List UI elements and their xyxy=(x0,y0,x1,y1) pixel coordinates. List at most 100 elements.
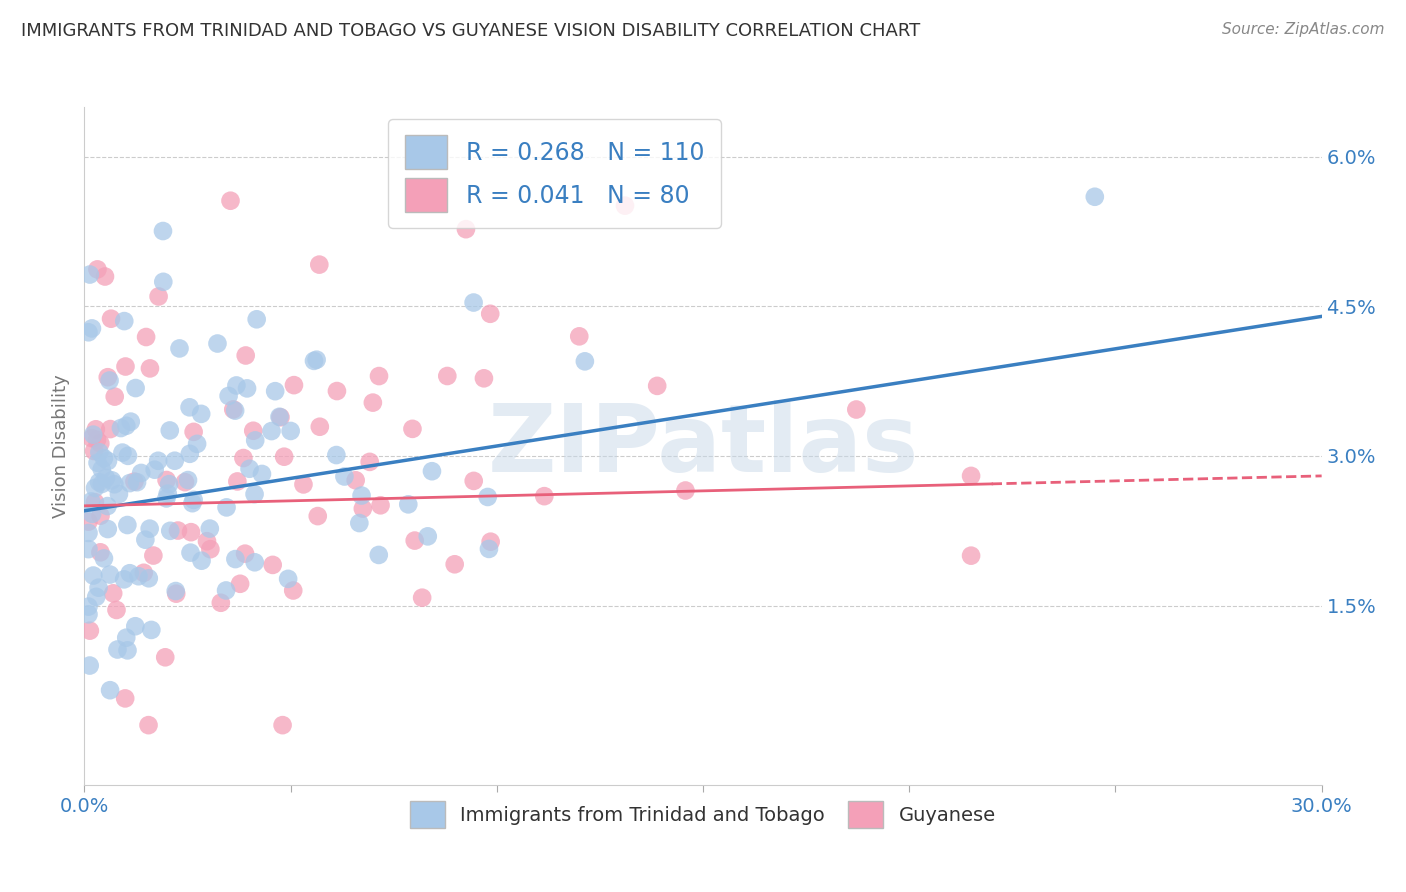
Point xyxy=(117,643,139,657)
Point xyxy=(165,587,187,601)
Point xyxy=(207,336,229,351)
Point xyxy=(142,549,165,563)
Point xyxy=(361,395,384,409)
Point xyxy=(209,596,232,610)
Point xyxy=(283,583,305,598)
Point xyxy=(77,515,100,529)
Point xyxy=(77,542,100,557)
Point xyxy=(308,419,330,434)
Point xyxy=(478,541,501,556)
Point xyxy=(82,568,104,582)
Point xyxy=(86,433,108,447)
Point xyxy=(138,571,160,585)
Point xyxy=(262,558,284,572)
Point xyxy=(80,494,103,508)
Point xyxy=(260,424,283,438)
Point xyxy=(479,534,502,549)
Point xyxy=(186,437,208,451)
Point xyxy=(77,326,100,340)
Point xyxy=(280,424,302,438)
Point xyxy=(138,522,160,536)
Point xyxy=(179,447,201,461)
Point xyxy=(233,547,256,561)
Point xyxy=(117,518,139,533)
Point xyxy=(94,269,117,284)
Point xyxy=(134,533,156,547)
Point xyxy=(86,456,108,470)
Point xyxy=(138,718,160,732)
Point xyxy=(100,311,122,326)
Point xyxy=(218,389,240,403)
Point xyxy=(198,522,221,536)
Point xyxy=(271,718,294,732)
Point xyxy=(110,421,132,435)
Point xyxy=(98,683,121,698)
Point xyxy=(370,498,392,512)
Point xyxy=(219,194,242,208)
Point xyxy=(125,475,148,490)
Point xyxy=(183,425,205,439)
Point xyxy=(614,199,637,213)
Point xyxy=(269,409,291,424)
Point xyxy=(245,434,267,448)
Point xyxy=(302,354,325,368)
Point xyxy=(94,471,117,485)
Point xyxy=(224,403,246,417)
Text: IMMIGRANTS FROM TRINIDAD AND TOBAGO VS GUYANESE VISION DISABILITY CORRELATION CH: IMMIGRANTS FROM TRINIDAD AND TOBAGO VS G… xyxy=(21,22,921,40)
Point xyxy=(273,450,295,464)
Point xyxy=(89,508,111,523)
Point xyxy=(84,481,107,495)
Point xyxy=(112,573,135,587)
Point xyxy=(83,444,105,458)
Point xyxy=(84,590,107,604)
Point xyxy=(108,487,131,501)
Point xyxy=(454,222,477,236)
Point xyxy=(264,384,287,399)
Point xyxy=(190,407,212,421)
Point xyxy=(242,424,264,438)
Point xyxy=(443,558,465,572)
Point xyxy=(568,329,591,343)
Point xyxy=(77,607,100,622)
Point xyxy=(120,415,142,429)
Point xyxy=(307,509,329,524)
Point xyxy=(180,525,202,540)
Point xyxy=(115,418,138,433)
Point xyxy=(174,475,197,490)
Point xyxy=(190,554,212,568)
Point xyxy=(117,449,139,463)
Point xyxy=(89,545,111,559)
Point xyxy=(574,354,596,368)
Legend: Immigrants from Trinidad and Tobago, Guyanese: Immigrants from Trinidad and Tobago, Guy… xyxy=(402,793,1004,837)
Point xyxy=(124,475,146,489)
Point xyxy=(79,624,101,638)
Point xyxy=(155,650,177,665)
Point xyxy=(179,546,201,560)
Point xyxy=(79,658,101,673)
Point xyxy=(114,359,136,374)
Point xyxy=(165,584,187,599)
Point xyxy=(107,642,129,657)
Point xyxy=(533,489,555,503)
Point xyxy=(222,402,245,417)
Point xyxy=(163,454,186,468)
Point xyxy=(368,369,391,384)
Point xyxy=(350,489,373,503)
Point xyxy=(359,455,381,469)
Point xyxy=(159,424,181,438)
Point xyxy=(308,258,330,272)
Point xyxy=(159,524,181,538)
Point xyxy=(96,499,118,513)
Point xyxy=(401,422,423,436)
Point xyxy=(326,384,349,398)
Point xyxy=(105,603,128,617)
Point xyxy=(1084,190,1107,204)
Point xyxy=(87,581,110,595)
Point xyxy=(960,469,983,483)
Point xyxy=(97,370,120,384)
Point xyxy=(177,473,200,487)
Point xyxy=(124,619,146,633)
Point xyxy=(118,566,141,581)
Point xyxy=(90,462,112,476)
Point xyxy=(84,495,107,509)
